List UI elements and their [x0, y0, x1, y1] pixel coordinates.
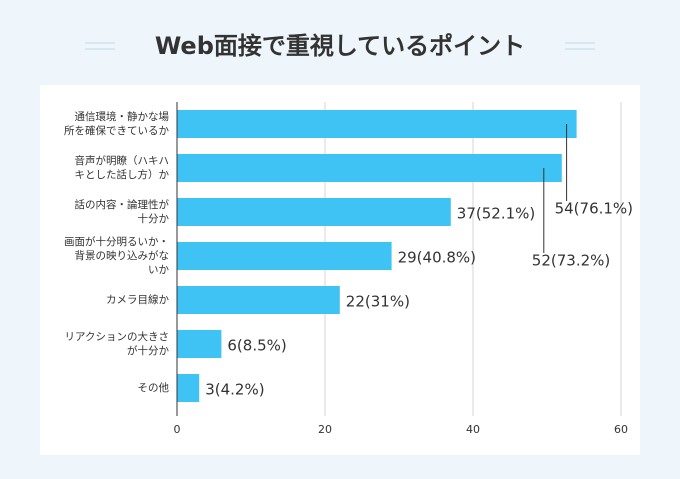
y-tick-label: 通信環境・静かな場: [75, 110, 170, 123]
y-tick-label: リアクションの大きさ: [65, 330, 169, 343]
y-tick-label: 所を確保できているか: [64, 124, 169, 137]
bar: [177, 330, 222, 358]
chart-title: Web面接で重視しているポイント: [155, 32, 525, 60]
x-tick-label: 20: [318, 423, 332, 436]
bar: [177, 198, 451, 226]
y-tick-label: キとした話し方）か: [75, 168, 170, 181]
y-tick-label: 背景の映り込みがな: [75, 249, 170, 262]
bar: [177, 110, 577, 138]
x-tick-label: 0: [174, 423, 181, 436]
x-tick-label: 60: [614, 423, 628, 436]
y-tick-label: いか: [148, 264, 169, 276]
y-tick-label: 十分か: [138, 212, 170, 225]
bar: [177, 286, 340, 314]
value-label: 22(31%): [346, 293, 410, 311]
value-label: 37(52.1%): [457, 205, 535, 223]
value-label: 3(4.2%): [205, 381, 264, 399]
x-tick-label: 40: [466, 423, 480, 436]
y-tick-label: その他: [138, 381, 170, 394]
y-tick-label: が十分か: [127, 344, 169, 357]
bar: [177, 154, 562, 182]
bar: [177, 242, 392, 270]
y-tick-label: カメラ目線か: [106, 293, 169, 306]
value-label: 29(40.8%): [398, 249, 476, 267]
y-tick-label: 画面が十分明るいか・: [64, 235, 169, 248]
value-label: 6(8.5%): [227, 337, 286, 355]
y-tick-label: 話の内容・論理性が: [75, 198, 170, 211]
bar: [177, 374, 200, 402]
value-label: 54(76.1%): [555, 200, 633, 218]
y-tick-label: 音声が明瞭（ハキハ: [75, 154, 170, 167]
value-label: 52(73.2%): [532, 252, 610, 270]
